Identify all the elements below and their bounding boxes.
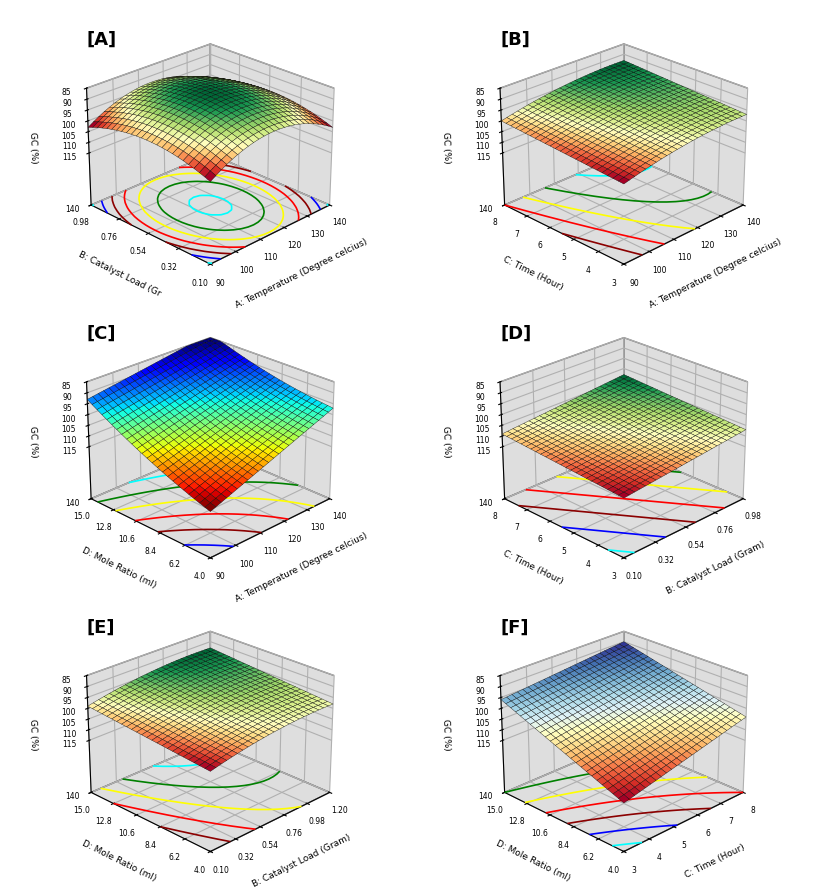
Y-axis label: D: Mole Ratio (ml): D: Mole Ratio (ml)	[80, 839, 158, 884]
Text: [F]: [F]	[500, 619, 528, 636]
Text: [D]: [D]	[500, 325, 532, 343]
X-axis label: B: Catalyst Load (Gram): B: Catalyst Load (Gram)	[251, 833, 352, 889]
Y-axis label: D: Mole Ratio (ml): D: Mole Ratio (ml)	[80, 546, 158, 590]
Y-axis label: C: Time (Hour): C: Time (Hour)	[501, 549, 564, 587]
Text: [A]: [A]	[87, 31, 117, 49]
Text: [E]: [E]	[87, 619, 115, 636]
Y-axis label: C: Time (Hour): C: Time (Hour)	[501, 255, 564, 293]
X-axis label: A: Temperature (Degree celcius): A: Temperature (Degree celcius)	[234, 531, 369, 604]
X-axis label: A: Temperature (Degree celcius): A: Temperature (Degree celcius)	[234, 238, 369, 311]
X-axis label: C: Time (Hour): C: Time (Hour)	[684, 843, 747, 880]
Text: [B]: [B]	[500, 31, 530, 49]
Y-axis label: D: Mole Ratio (ml): D: Mole Ratio (ml)	[494, 839, 571, 884]
X-axis label: B: Catalyst Load (Gram): B: Catalyst Load (Gram)	[665, 539, 766, 595]
X-axis label: A: Temperature (Degree celcius): A: Temperature (Degree celcius)	[648, 238, 782, 311]
Y-axis label: B: Catalyst Load (Gr: B: Catalyst Load (Gr	[77, 250, 162, 298]
Text: [C]: [C]	[87, 325, 116, 343]
